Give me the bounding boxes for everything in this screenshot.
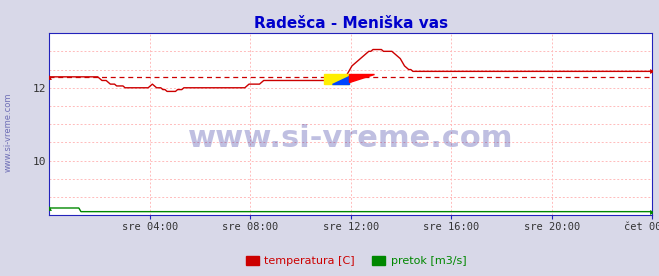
Legend: temperatura [C], pretok [m3/s]: temperatura [C], pretok [m3/s] (241, 251, 471, 270)
Text: www.si-vreme.com: www.si-vreme.com (188, 124, 513, 153)
Text: www.si-vreme.com: www.si-vreme.com (3, 93, 13, 172)
Polygon shape (332, 76, 349, 84)
Title: Radešca - Meniška vas: Radešca - Meniška vas (254, 15, 448, 31)
Polygon shape (324, 74, 349, 84)
Polygon shape (349, 74, 374, 82)
